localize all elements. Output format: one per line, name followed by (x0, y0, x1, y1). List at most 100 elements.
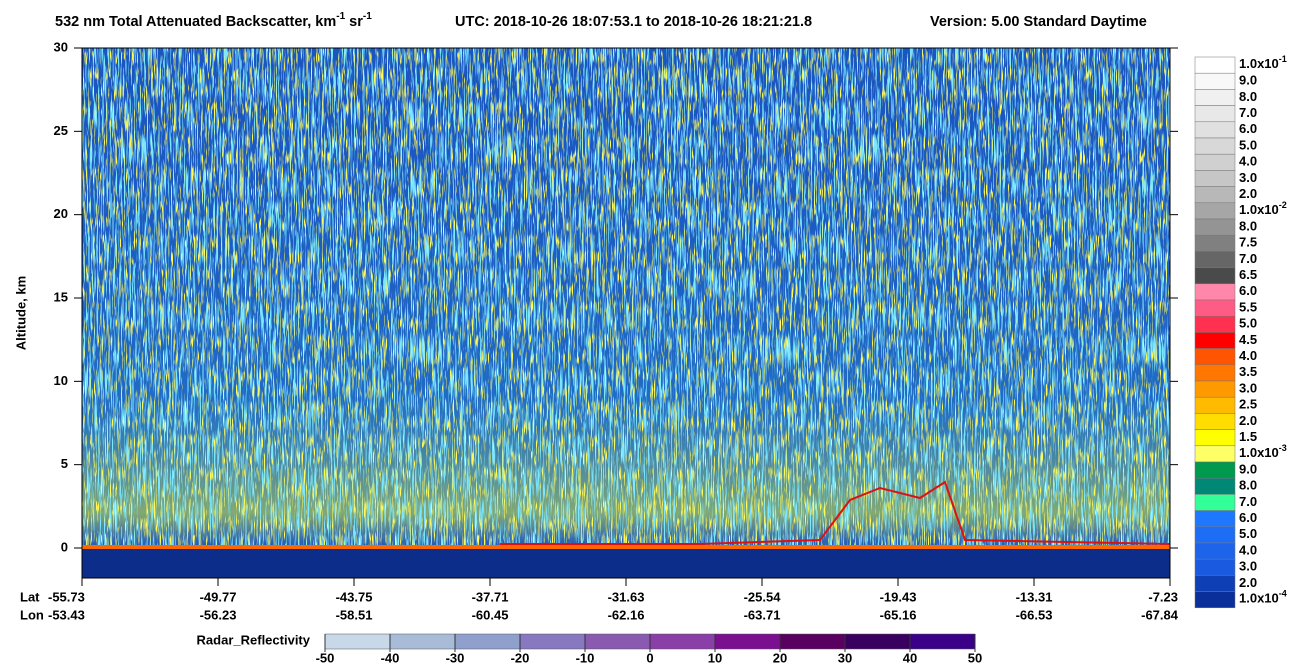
lat-label: -49.77 (200, 589, 237, 604)
colorbar-swatch (1194, 121, 1236, 139)
colorbar-swatch (1194, 202, 1236, 220)
radar-swatch (844, 633, 911, 650)
colorbar-swatch (1194, 542, 1236, 560)
colorbar-label: 2.0 (1239, 575, 1257, 590)
colorbar-swatch (1194, 591, 1236, 609)
radar-tick-label: -20 (511, 650, 530, 665)
colorbar-label: 2.0 (1239, 413, 1257, 428)
colorbar-swatch (1194, 332, 1236, 349)
y-axis-label: Altitude, km (13, 276, 28, 350)
colorbar-swatch (1194, 396, 1236, 414)
chart-version: Version: 5.00 Standard Daytime (930, 14, 1147, 30)
lon-label: -60.45 (472, 607, 509, 622)
colorbar-label-exp: -2 (1279, 200, 1287, 210)
radar-tick-label: -10 (576, 650, 595, 665)
colorbar-label: 4.0 (1239, 154, 1257, 169)
radar-label: Radar_Reflectivity (197, 632, 311, 647)
radar-tick-label: 50 (968, 650, 982, 665)
lat-label: -37.71 (472, 589, 509, 604)
colorbar-swatch (1194, 461, 1236, 479)
colorbar-label: 3.0 (1239, 559, 1257, 574)
colorbar-swatch (1194, 105, 1236, 123)
radar-swatch (779, 633, 846, 650)
lat-label: -31.63 (608, 589, 645, 604)
colorbar-swatch (1194, 413, 1236, 430)
colorbar-label: 8.0 (1239, 89, 1257, 104)
colorbar-label: 7.5 (1239, 235, 1257, 250)
radar-swatch (909, 633, 976, 650)
colorbar-label-base: 1.0x10 (1239, 591, 1279, 606)
colorbar-swatch (1194, 137, 1236, 155)
lat-label: -7.23 (1148, 589, 1178, 604)
x-row-label: Lon (20, 607, 44, 622)
colorbar-swatch (1194, 186, 1236, 204)
lon-label: -63.71 (744, 607, 781, 622)
lon-label: -53.43 (48, 607, 85, 622)
lat-label: -55.73 (48, 589, 85, 604)
radar-swatch (714, 633, 781, 650)
lon-label: -66.53 (1016, 607, 1053, 622)
colorbar-swatch (1194, 89, 1236, 106)
y-tick-label: 10 (54, 373, 68, 388)
y-tick-label: 15 (54, 289, 68, 304)
colorbar-swatch (1194, 283, 1236, 301)
colorbar-label: 7.0 (1239, 251, 1257, 266)
colorbar-swatch (1194, 72, 1236, 90)
colorbar-label: 3.5 (1239, 364, 1257, 379)
chart-title: 532 nm Total Attenuated Backscatter, km-… (55, 11, 372, 30)
colorbar-label: 3.0 (1239, 170, 1257, 185)
lon-label: -58.51 (336, 607, 373, 622)
colorbar-label: 4.0 (1239, 542, 1257, 557)
colorbar-swatch (1194, 251, 1236, 268)
colorbar-label-exp: -4 (1279, 589, 1287, 599)
lon-label: -62.16 (608, 607, 645, 622)
colorbar-label: 4.0 (1239, 348, 1257, 363)
lat-label: -25.54 (744, 589, 782, 604)
x-row-label: Lat (20, 589, 40, 604)
radar-tick-label: 20 (773, 650, 787, 665)
colorbar-swatch (1194, 153, 1236, 171)
colorbar-label-base: 1.0x10 (1239, 56, 1279, 71)
colorbar-label: 9.0 (1239, 73, 1257, 88)
y-tick-label: 20 (54, 206, 68, 221)
colorbar-swatch (1194, 477, 1236, 495)
radar-tick-label: 40 (903, 650, 917, 665)
colorbar-label: 1.0x10-1 (1239, 54, 1287, 71)
colorbar-swatch (1194, 364, 1236, 382)
lon-label: -65.16 (880, 607, 917, 622)
colorbar-label: 6.5 (1239, 267, 1257, 282)
radar-swatch (584, 633, 651, 650)
colorbar-label: 6.0 (1239, 510, 1257, 525)
lon-label: -67.84 (1141, 607, 1179, 622)
colorbar-label: 1.0x10-2 (1239, 200, 1287, 217)
colorbar-swatch (1194, 429, 1236, 447)
colorbar-label: 9.0 (1239, 461, 1257, 476)
colorbar-label-exp: -1 (1279, 54, 1287, 64)
colorbar-swatch (1194, 315, 1236, 333)
colorbar-label: 1.0x10-4 (1239, 589, 1287, 606)
backscatter-image (82, 48, 1171, 578)
lon-label: -56.23 (200, 607, 237, 622)
colorbar-label: 7.0 (1239, 494, 1257, 509)
colorbar-label: 6.0 (1239, 121, 1257, 136)
colorbar-label: 2.5 (1239, 397, 1257, 412)
colorbar-label: 4.5 (1239, 332, 1257, 347)
colorbar-swatch (1194, 494, 1236, 511)
colorbar-label: 8.0 (1239, 218, 1257, 233)
radar-swatch (324, 633, 391, 650)
colorbar-swatch (1194, 267, 1236, 285)
colorbar-swatch (1194, 56, 1236, 74)
colorbar-label: 5.0 (1239, 526, 1257, 541)
colorbar-swatch (1194, 445, 1236, 463)
radar-tick-label: 30 (838, 650, 852, 665)
radar-tick-label: -30 (446, 650, 465, 665)
lat-label: -13.31 (1016, 589, 1053, 604)
colorbar-swatch (1194, 234, 1236, 252)
colorbar-swatch (1194, 510, 1236, 528)
colorbar-label: 3.0 (1239, 380, 1257, 395)
radar-swatch (454, 633, 521, 650)
colorbar-swatch (1194, 526, 1236, 544)
lat-label: -19.43 (880, 589, 917, 604)
colorbar-label-exp: -3 (1279, 443, 1287, 453)
colorbar-swatch (1194, 348, 1236, 366)
